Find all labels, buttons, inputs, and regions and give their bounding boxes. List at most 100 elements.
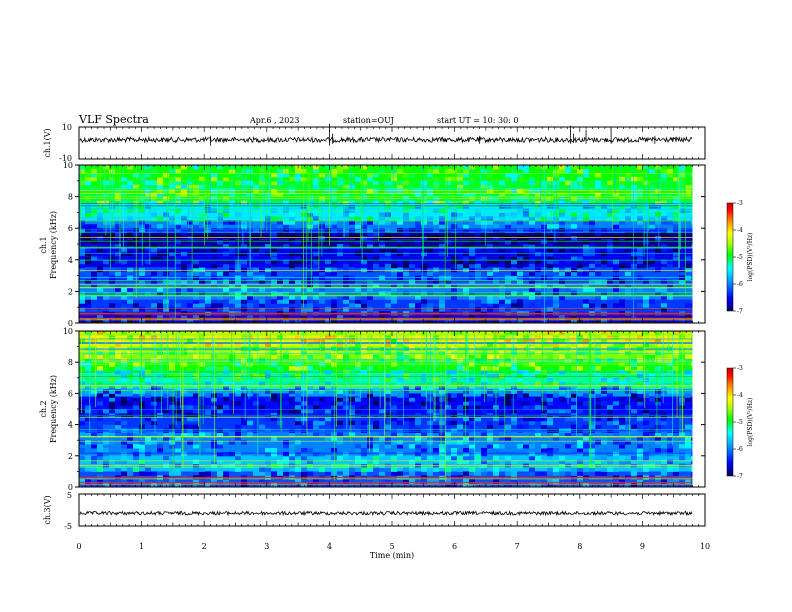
ch1-spec-cell: [559, 176, 565, 182]
ch1-spec-cell: [523, 299, 529, 304]
ch1-spec-cell: [553, 196, 559, 202]
ch2-spec-cell: [463, 459, 469, 465]
ch2-spec-cell: [397, 331, 403, 336]
ch1-spec-cell: [583, 271, 589, 277]
ch2-spec-cell: [139, 463, 145, 468]
ch2-spec-cell: [685, 416, 691, 422]
ch2-spec-cell: [535, 428, 541, 433]
ch1-spec-cell: [595, 196, 601, 202]
ch2-spec-cell: [229, 440, 235, 445]
ch2-spec-cell: [181, 451, 187, 457]
ch2-spec-cell: [559, 459, 565, 465]
ch2-spec-cell: [487, 416, 493, 422]
ch1-spec-cell: [157, 291, 163, 296]
ch1-spec-cell: [433, 307, 439, 312]
ch1-spec-cell: [109, 251, 115, 257]
ch2-spec-cell: [595, 389, 601, 394]
ch1-spec-cell: [379, 196, 385, 202]
ch1-spec-cell: [559, 271, 565, 277]
ch1-spec-cell: [295, 255, 301, 261]
ch2-spec-cell: [319, 420, 325, 426]
ch2-spec-cell: [253, 471, 259, 476]
ch1-spec-cell: [355, 196, 361, 202]
ch1-spec-cell: [229, 263, 235, 269]
ch2-spec-cell: [289, 397, 295, 402]
ch2-spec-cell: [307, 397, 313, 402]
ch1-spec-cell: [601, 165, 607, 170]
ch1-spec-cell: [265, 180, 271, 186]
ch2-spec-cell: [655, 448, 661, 453]
ch2-spec-cell: [235, 342, 241, 348]
ch1-spec-cell: [397, 200, 403, 205]
ch1-spec-cell: [187, 279, 193, 284]
ch2-spec-cell: [553, 350, 559, 355]
ch2-spec-cell: [109, 440, 115, 445]
ch2-spec-cell: [361, 393, 367, 398]
ch1-spec-cell: [313, 180, 319, 186]
ch1-spec-cell: [109, 168, 115, 174]
ch2-spec-cell: [655, 397, 661, 402]
ch2-spec-cell: [337, 432, 343, 437]
ch2-spec-cell: [307, 385, 313, 390]
ch1-spec-cell: [241, 259, 247, 265]
ch1-spec-cell: [91, 168, 97, 174]
ch1-spec-cell: [367, 259, 373, 265]
ch1-spec-cell: [187, 220, 193, 225]
ch2-spec-cell: [235, 467, 241, 472]
ch1-spec-cell: [481, 295, 487, 300]
ch2-spec-cell: [157, 385, 163, 390]
ch1-spec-cell: [313, 172, 319, 178]
ch1-spec-cell: [553, 165, 559, 170]
ch1-spec-cell: [163, 255, 169, 261]
ch1-spec-cell: [301, 299, 307, 304]
ch1-spec-cell: [487, 228, 493, 233]
ch2-spec-cell: [583, 366, 589, 371]
ch2-spec-cell: [631, 409, 637, 414]
ch1-spec-cell: [469, 287, 475, 292]
ch2-spec-cell: [97, 350, 103, 355]
ch2-spec-cell: [169, 377, 175, 383]
ch2-spec-cell: [265, 416, 271, 422]
ch2-spec-cell: [121, 444, 127, 449]
time-tick-label: 0: [76, 542, 81, 551]
ch1-spec-cell: [625, 192, 631, 198]
ch1-spec-cell: [619, 176, 625, 182]
ch1-spec-cell: [529, 295, 535, 300]
ch2-spec-cell: [535, 455, 541, 461]
ch1-spec-cell: [427, 279, 433, 284]
ch2-spec-cell: [547, 471, 553, 476]
ch2-spec-cell: [127, 467, 133, 472]
ch2-spec-cell: [163, 483, 169, 488]
ch1-spec-cell: [577, 255, 583, 261]
ch2-spec-cell: [97, 366, 103, 371]
ch2-spec-cell: [415, 463, 421, 468]
ch1-spec-cell: [517, 263, 523, 269]
ch2-spec-cell: [103, 448, 109, 453]
ch2-spec-cell: [193, 444, 199, 449]
ch1-spec-cell: [289, 212, 295, 217]
ch2-spec-cell: [265, 334, 271, 340]
ch2-spec-cell: [109, 432, 115, 437]
ch1-spec-cell: [193, 184, 199, 190]
ch2-spec-cell: [229, 463, 235, 468]
ch1-spec-cell: [403, 172, 409, 178]
ch1-spec-cell: [385, 180, 391, 186]
ch1-spec-cell: [103, 291, 109, 296]
ch1-spec-cell: [625, 176, 631, 182]
ch2-spec-cell: [493, 420, 499, 426]
ch1-spec-cell: [493, 165, 499, 170]
ch1-spec-cell: [385, 236, 391, 241]
ch1-spec-cell: [109, 255, 115, 261]
ch1-spec-cell: [613, 263, 619, 269]
ch2-spec-cell: [103, 463, 109, 468]
ch1-spec-cell: [289, 240, 295, 245]
ch1-spec-cell: [301, 315, 307, 320]
ch2-spec-cell: [595, 455, 601, 461]
ch2-spec-cell: [481, 451, 487, 457]
ch1-spec-cell: [349, 279, 355, 284]
ch2-spec-cell: [547, 428, 553, 433]
ch1-spec-cell: [673, 196, 679, 202]
ch2-spec-cell: [175, 444, 181, 449]
ch2-spec-cell: [451, 331, 457, 336]
ch2-spec-cell: [343, 479, 349, 484]
